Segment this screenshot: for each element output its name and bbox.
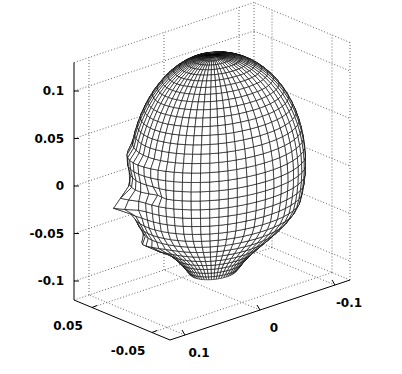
svg-text:-0.1: -0.1 xyxy=(336,296,362,310)
svg-text:0.05: 0.05 xyxy=(53,319,83,333)
svg-text:0.05: 0.05 xyxy=(34,132,64,146)
svg-text:0.1: 0.1 xyxy=(43,84,64,98)
svg-text:0: 0 xyxy=(270,321,278,335)
svg-text:0.1: 0.1 xyxy=(188,346,209,360)
svg-text:0: 0 xyxy=(56,179,64,193)
svg-text:-0.05: -0.05 xyxy=(111,344,146,358)
svg-text:-0.05: -0.05 xyxy=(29,227,64,241)
svg-text:-0.1: -0.1 xyxy=(38,274,64,288)
